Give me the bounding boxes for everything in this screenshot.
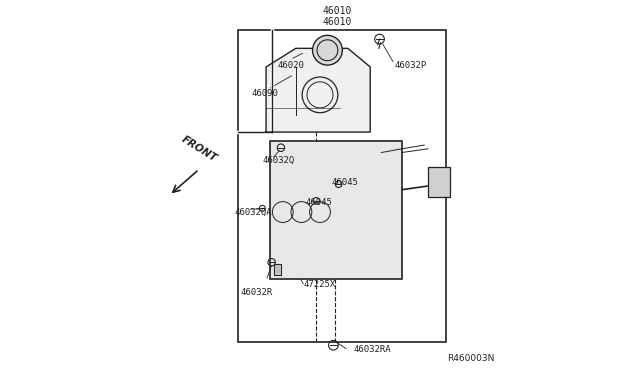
Polygon shape (266, 48, 370, 132)
Text: 46032R: 46032R (240, 288, 272, 296)
Bar (238, 30, 447, 342)
Text: 47225X: 47225X (303, 280, 335, 289)
Text: 46090: 46090 (251, 89, 278, 97)
Text: R460003N: R460003N (447, 355, 495, 363)
Polygon shape (273, 264, 281, 275)
Text: 46032P: 46032P (394, 61, 427, 70)
Text: 46032RA: 46032RA (353, 345, 391, 354)
Text: 46045: 46045 (331, 178, 358, 187)
Text: 46032Q: 46032Q (262, 155, 294, 164)
Text: 46045: 46045 (305, 198, 332, 207)
Bar (270, 141, 402, 279)
Bar (428, 167, 450, 197)
Text: 46010: 46010 (322, 6, 351, 16)
Text: 46010: 46010 (322, 17, 351, 27)
Text: 46032QA: 46032QA (234, 208, 272, 217)
Text: 46020: 46020 (277, 61, 304, 70)
Text: FRONT: FRONT (180, 134, 219, 164)
Circle shape (312, 35, 342, 65)
